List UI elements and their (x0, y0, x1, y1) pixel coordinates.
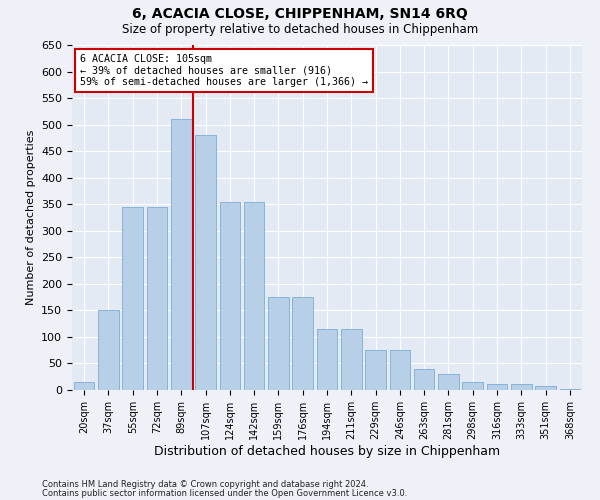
Bar (98, 310, 119, 390)
Bar (487, 384, 508, 390)
Text: Contains HM Land Registry data © Crown copyright and database right 2024.: Contains HM Land Registry data © Crown c… (42, 480, 368, 489)
Bar (122, 207, 143, 390)
Bar (511, 384, 532, 390)
Bar (438, 374, 459, 390)
Bar (535, 386, 556, 390)
Text: Contains public sector information licensed under the Open Government Licence v3: Contains public sector information licen… (42, 489, 407, 498)
Bar (389, 350, 410, 390)
X-axis label: Distribution of detached houses by size in Chippenham: Distribution of detached houses by size … (154, 444, 500, 458)
Text: 6 ACACIA CLOSE: 105sqm
← 39% of detached houses are smaller (916)
59% of semi-de: 6 ACACIA CLOSE: 105sqm ← 39% of detached… (80, 54, 368, 87)
Bar (317, 329, 337, 390)
Bar (74, 382, 94, 390)
Bar (463, 382, 483, 390)
Bar (244, 202, 265, 390)
Bar (195, 135, 216, 390)
Bar (171, 120, 191, 390)
Bar (365, 350, 386, 390)
Text: 6, ACACIA CLOSE, CHIPPENHAM, SN14 6RQ: 6, ACACIA CLOSE, CHIPPENHAM, SN14 6RQ (132, 8, 468, 22)
Bar (560, 389, 580, 390)
Bar (341, 329, 362, 390)
Bar (414, 369, 434, 390)
Bar (292, 297, 313, 390)
Bar (268, 297, 289, 390)
Bar (220, 202, 240, 390)
Y-axis label: Number of detached properties: Number of detached properties (26, 130, 35, 305)
Text: Size of property relative to detached houses in Chippenham: Size of property relative to detached ho… (122, 22, 478, 36)
Bar (146, 207, 167, 390)
